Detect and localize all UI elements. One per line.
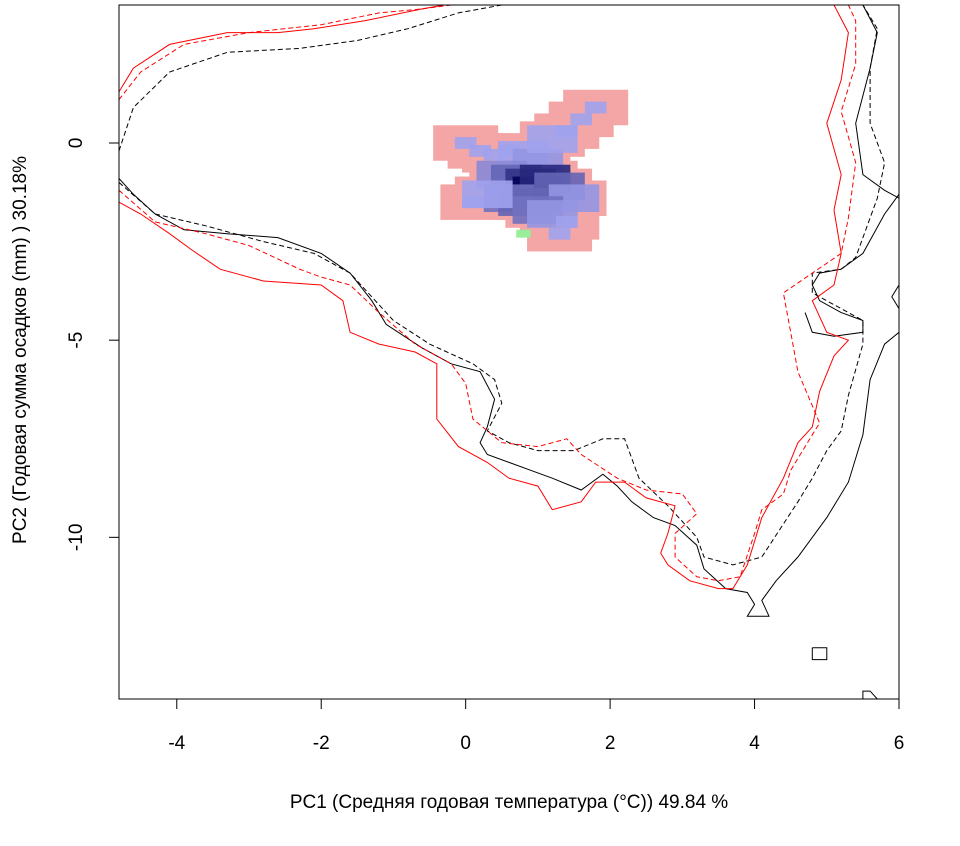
y-axis: 0 -5 -10 [66, 138, 120, 551]
x-axis: -4 -2 0 2 4 6 [168, 698, 905, 754]
outline-black-solid [804, 194, 899, 337]
density-cell [570, 113, 593, 126]
y-axis-title: PC2 (Годовая сумма осадков (mm) ) 30.18% [10, 156, 31, 544]
density-cell [454, 137, 477, 149]
x-axis-title: PC1 (Средняя годовая температура (°C)) 4… [290, 792, 728, 813]
density-cell [462, 196, 484, 209]
outline-red-dashed [119, 5, 452, 100]
x-tick-label: -4 [168, 733, 185, 754]
outline-black-solid [862, 690, 878, 699]
outline-black-dashed [119, 5, 886, 566]
y-tick-label: 0 [66, 138, 87, 149]
density-cell [555, 215, 578, 228]
plot-frame [118, 4, 900, 700]
outline-black-solid [119, 178, 899, 617]
outline-black-solid [811, 647, 828, 661]
outline-red-dashed [119, 5, 857, 582]
density-cell [469, 144, 491, 157]
density-cell [584, 101, 607, 114]
density-heatmap [433, 89, 629, 252]
outline-black-solid [891, 284, 899, 309]
density-cell [516, 229, 531, 238]
x-tick-label: 0 [460, 733, 471, 754]
x-tick-label: 2 [605, 733, 616, 754]
y-tick-label: -10 [66, 524, 87, 551]
outline-red-solid [119, 5, 445, 93]
x-tick-label: -2 [313, 733, 330, 754]
x-tick-label: 4 [749, 733, 760, 754]
niche-outlines [119, 5, 899, 699]
density-cell [555, 125, 578, 138]
x-tick-label: 6 [894, 733, 905, 754]
density-cell [483, 148, 506, 161]
density-cell [548, 227, 571, 240]
outline-red-solid [119, 5, 850, 590]
y-tick-label: -5 [66, 332, 87, 349]
outline-black-solid [855, 5, 899, 199]
